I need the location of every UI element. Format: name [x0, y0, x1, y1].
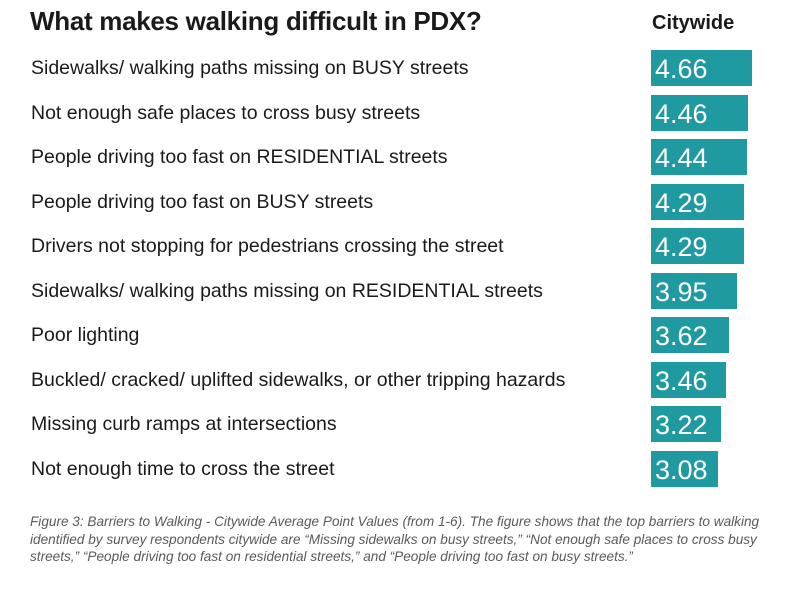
category-label: Poor lighting	[31, 324, 140, 346]
bar	[651, 406, 721, 442]
category-label: Not enough time to cross the street	[31, 457, 335, 480]
chart-title: What makes walking difficult in PDX?	[30, 6, 482, 36]
bar-row: Sidewalks/ walking paths missing on BUSY…	[0, 46, 800, 91]
category-label: Buckled/ cracked/ uplifted sidewalks, or…	[31, 368, 566, 391]
value-label: 4.29	[655, 187, 708, 218]
value-label: 3.62	[655, 321, 708, 351]
bar	[651, 450, 718, 487]
category-label: People driving too fast on BUSY streets	[31, 190, 374, 213]
category-label: Sidewalks/ walking paths missing on RESI…	[31, 279, 543, 302]
category-label: Sidewalks/ walking paths missing on BUSY…	[31, 57, 469, 79]
category-label: Drivers not stopping for pedestrians cro…	[31, 235, 504, 257]
bar-row: Sidewalks/ walking paths missing on RESI…	[0, 269, 800, 314]
bar	[651, 94, 748, 131]
bar-row: People driving too fast on BUSY streets 4…	[0, 180, 800, 225]
bar	[651, 228, 744, 264]
column-header: Citywide	[652, 12, 735, 34]
bar	[651, 50, 752, 86]
value-label: 3.46	[655, 365, 708, 396]
category-label: People driving too fast on RESIDENTIAL s…	[31, 146, 448, 168]
value-label: 4.29	[655, 232, 708, 262]
value-label: 3.22	[655, 410, 708, 440]
bar	[651, 317, 730, 353]
category-label: Not enough safe places to cross busy str…	[31, 101, 421, 124]
figure-caption: Figure 3: Barriers to Walking - Citywide…	[30, 514, 760, 564]
bar-row: Buckled/ cracked/ uplifted sidewalks, or…	[0, 358, 800, 403]
bar-row: Not enough time to cross the street 3.08	[0, 447, 800, 492]
bar-row: Not enough safe places to cross busy str…	[0, 91, 800, 136]
value-label: 4.46	[655, 98, 708, 129]
category-label: Missing curb ramps at intersections	[31, 413, 337, 435]
bar-chart: Sidewalks/ walking paths missing on BUSY…	[0, 46, 800, 494]
bar	[651, 272, 737, 309]
bar	[651, 139, 748, 175]
bar	[651, 361, 726, 398]
value-label: 3.08	[655, 454, 708, 485]
bar-row: People driving too fast on RESIDENTIAL s…	[0, 135, 800, 180]
bar-row: Poor lighting 3.62	[0, 313, 800, 358]
value-label: 4.44	[655, 143, 708, 173]
bar-row: Drivers not stopping for pedestrians cro…	[0, 224, 800, 269]
bar	[651, 183, 744, 220]
value-label: 3.95	[655, 276, 708, 307]
bar-row: Missing curb ramps at intersections 3.22	[0, 402, 800, 447]
value-label: 4.66	[655, 54, 708, 84]
